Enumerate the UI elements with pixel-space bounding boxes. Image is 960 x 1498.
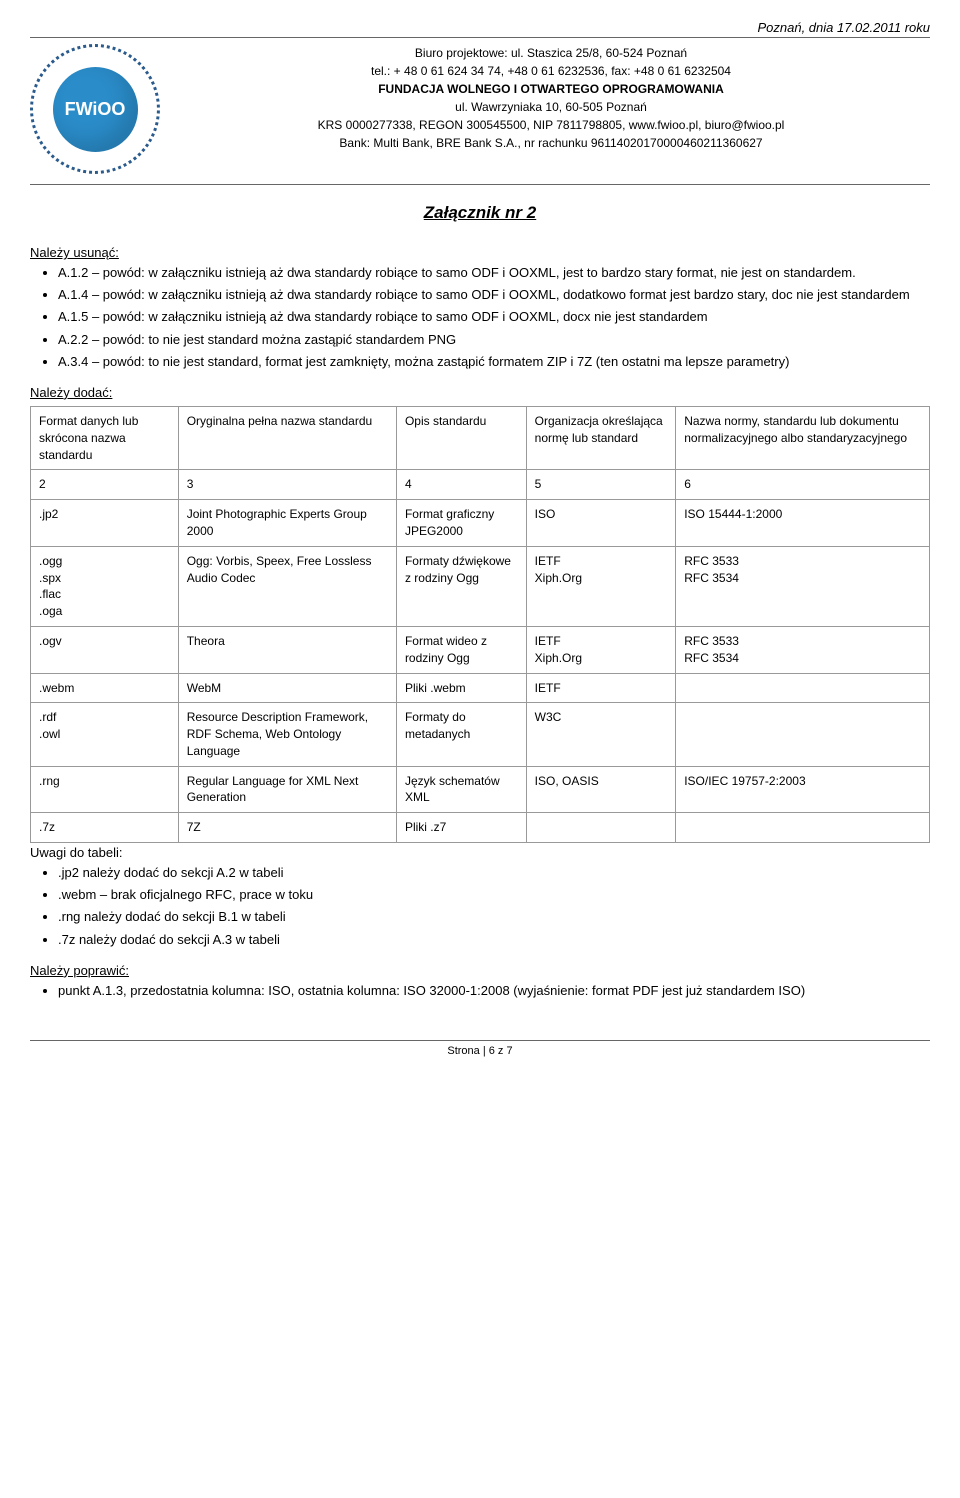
list-item: .webm – brak oficjalnego RFC, prace w to… [58,886,930,904]
notes-list: .jp2 należy dodać do sekcji A.2 w tabeli… [58,864,930,949]
table-col-num: 4 [396,470,526,500]
table-cell: ISO 15444-1:2000 [676,500,930,547]
table-cell: .jp2 [31,500,179,547]
logo-text: FWiOO [53,67,138,152]
table-cell: Ogg: Vorbis, Speex, Free Lossless Audio … [178,546,396,626]
table-cell: WebM [178,673,396,703]
section-remove-label: Należy usunąć: [30,245,930,260]
table-cell: .ogg .spx .flac .oga [31,546,179,626]
table-cell: Język schematów XML [396,766,526,813]
list-item: A.1.4 – powód: w załączniku istnieją aż … [58,286,930,304]
table-cell: IETF Xiph.Org [526,626,676,673]
table-cell: Resource Description Framework, RDF Sche… [178,703,396,766]
table-col-num: 2 [31,470,179,500]
table-cell: Formaty do metadanych [396,703,526,766]
header-line-org: FUNDACJA WOLNEGO I OTWARTEGO OPROGRAMOWA… [172,80,930,98]
table-col-num: 5 [526,470,676,500]
table-cell: Pliki .z7 [396,813,526,843]
list-item: .7z należy dodać do sekcji A.3 w tabeli [58,931,930,949]
table-cell: RFC 3533 RFC 3534 [676,546,930,626]
table-cell: Theora [178,626,396,673]
header-line: tel.: + 48 0 61 624 34 74, +48 0 61 6232… [172,62,930,80]
table-header: Oryginalna pełna nazwa standardu [178,406,396,469]
table-col-num: 3 [178,470,396,500]
table-cell: Pliki .webm [396,673,526,703]
fix-list: punkt A.1.3, przedostatnia kolumna: ISO,… [58,982,930,1000]
list-item: A.2.2 – powód: to nie jest standard możn… [58,331,930,349]
list-item: A.1.2 – powód: w załączniku istnieją aż … [58,264,930,282]
table-cell: Format graficzny JPEG2000 [396,500,526,547]
header-line: KRS 0000277338, REGON 300545500, NIP 781… [172,116,930,134]
table-cell: Formaty dźwiękowe z rodziny Ogg [396,546,526,626]
table-cell: RFC 3533 RFC 3534 [676,626,930,673]
list-item: .jp2 należy dodać do sekcji A.2 w tabeli [58,864,930,882]
table-cell: Regular Language for XML Next Generation [178,766,396,813]
standards-table: Format danych lub skrócona nazwa standar… [30,406,930,843]
remove-list: A.1.2 – powód: w załączniku istnieją aż … [58,264,930,371]
attachment-title: Załącznik nr 2 [30,203,930,223]
letterhead: FWiOO Biuro projektowe: ul. Staszica 25/… [30,37,930,185]
table-cell: 7Z [178,813,396,843]
table-cell [526,813,676,843]
table-header: Organizacja określająca normę lub standa… [526,406,676,469]
table-cell: Format wideo z rodziny Ogg [396,626,526,673]
table-cell: ISO [526,500,676,547]
section-fix-label: Należy poprawić: [30,963,930,978]
table-cell: IETF Xiph.Org [526,546,676,626]
header-line: ul. Wawrzyniaka 10, 60-505 Poznań [172,98,930,116]
list-item: .rng należy dodać do sekcji B.1 w tabeli [58,908,930,926]
table-cell: .7z [31,813,179,843]
date-line: Poznań, dnia 17.02.2011 roku [30,20,930,35]
table-cell: .rng [31,766,179,813]
table-cell: IETF [526,673,676,703]
table-cell: .webm [31,673,179,703]
table-header: Opis standardu [396,406,526,469]
list-item: A.1.5 – powód: w załączniku istnieją aż … [58,308,930,326]
table-header: Nazwa normy, standardu lub dokumentu nor… [676,406,930,469]
table-col-num: 6 [676,470,930,500]
table-cell [676,703,930,766]
page-footer: Strona | 6 z 7 [30,1040,930,1057]
table-cell: ISO, OASIS [526,766,676,813]
table-cell: .rdf .owl [31,703,179,766]
table-cell: .ogv [31,626,179,673]
table-cell [676,813,930,843]
table-cell [676,673,930,703]
header-line: Bank: Multi Bank, BRE Bank S.A., nr rach… [172,134,930,152]
logo-seal: FWiOO [30,44,160,174]
table-header: Format danych lub skrócona nazwa standar… [31,406,179,469]
list-item: punkt A.1.3, przedostatnia kolumna: ISO,… [58,982,930,1000]
header-line: Biuro projektowe: ul. Staszica 25/8, 60-… [172,44,930,62]
table-cell: W3C [526,703,676,766]
table-cell: Joint Photographic Experts Group 2000 [178,500,396,547]
notes-label: Uwagi do tabeli: [30,845,930,860]
list-item: A.3.4 – powód: to nie jest standard, for… [58,353,930,371]
section-add-label: Należy dodać: [30,385,930,400]
table-cell: ISO/IEC 19757-2:2003 [676,766,930,813]
header-text: Biuro projektowe: ul. Staszica 25/8, 60-… [172,44,930,152]
